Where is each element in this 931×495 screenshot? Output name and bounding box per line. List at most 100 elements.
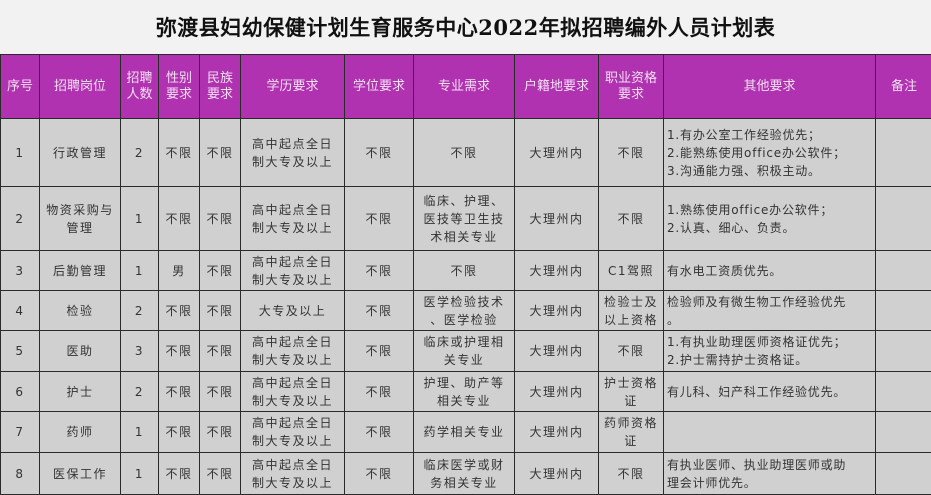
cell-education: 高中起点全日 制大专及以上: [241, 187, 345, 251]
cell-qualification: 不限: [599, 119, 664, 187]
cell-residence: 大理州内: [515, 412, 599, 453]
cell-degree: 不限: [345, 187, 414, 251]
cell-major: 不限: [414, 119, 515, 187]
header-remarks: 备注: [876, 55, 931, 119]
cell-remarks: [876, 412, 931, 453]
cell-qualification: C1驾照: [599, 251, 664, 291]
cell-index: 4: [1, 291, 40, 331]
cell-gender: 不限: [159, 453, 200, 495]
cell-ethnicity: 不限: [200, 372, 241, 412]
cell-count: 1: [121, 412, 159, 453]
header-education: 学历要求: [241, 55, 345, 119]
cell-ethnicity: 不限: [200, 453, 241, 495]
header-index: 序号: [1, 55, 40, 119]
header-qualification: 职业资格 要求: [599, 55, 664, 119]
header-count: 招聘 人数: [121, 55, 159, 119]
cell-major: 临床医学或财 务相关专业: [414, 453, 515, 495]
cell-gender: 不限: [159, 331, 200, 372]
cell-education: 高中起点全日 制大专及以上: [241, 119, 345, 187]
cell-ethnicity: 不限: [200, 291, 241, 331]
cell-position: 医助: [40, 331, 121, 372]
header-residence: 户籍地要求: [515, 55, 599, 119]
cell-degree: 不限: [345, 331, 414, 372]
cell-major: 药学相关专业: [414, 412, 515, 453]
cell-qualification: 不限: [599, 331, 664, 372]
cell-gender: 不限: [159, 372, 200, 412]
cell-remarks: [876, 453, 931, 495]
cell-major: 不限: [414, 251, 515, 291]
recruitment-table: 序号招聘岗位招聘 人数性别 要求民族 要求学历要求学位要求专业需求户籍地要求职业…: [0, 54, 931, 495]
cell-other: 有儿科、妇产科工作经验优先。: [664, 372, 876, 412]
cell-residence: 大理州内: [515, 453, 599, 495]
cell-major: 临床、护理、 医技等卫生技 术相关专业: [414, 187, 515, 251]
cell-position: 护士: [40, 372, 121, 412]
cell-education: 高中起点全日 制大专及以上: [241, 372, 345, 412]
cell-other: 有执业医师、执业助理医师或助 理会计师优先。: [664, 453, 876, 495]
cell-residence: 大理州内: [515, 291, 599, 331]
cell-degree: 不限: [345, 412, 414, 453]
cell-remarks: [876, 331, 931, 372]
header-degree: 学位要求: [345, 55, 414, 119]
cell-residence: 大理州内: [515, 251, 599, 291]
cell-major: 临床或护理相 关专业: [414, 331, 515, 372]
cell-degree: 不限: [345, 119, 414, 187]
cell-ethnicity: 不限: [200, 187, 241, 251]
cell-other: 有水电工资质优先。: [664, 251, 876, 291]
cell-remarks: [876, 372, 931, 412]
cell-qualification: 不限: [599, 453, 664, 495]
header-ethnicity: 民族 要求: [200, 55, 241, 119]
cell-gender: 不限: [159, 119, 200, 187]
cell-index: 3: [1, 251, 40, 291]
cell-index: 2: [1, 187, 40, 251]
cell-education: 高中起点全日 制大专及以上: [241, 453, 345, 495]
cell-education: 大专及以上: [241, 291, 345, 331]
cell-gender: 不限: [159, 291, 200, 331]
cell-other: 1.有执业助理医师资格证优先； 2.护士需持护士资格证。: [664, 331, 876, 372]
cell-index: 7: [1, 412, 40, 453]
cell-other: [664, 412, 876, 453]
cell-remarks: [876, 119, 931, 187]
header-other: 其他要求: [664, 55, 876, 119]
cell-remarks: [876, 187, 931, 251]
cell-education: 高中起点全日 制大专及以上: [241, 251, 345, 291]
cell-position: 物资采购与 管理: [40, 187, 121, 251]
cell-residence: 大理州内: [515, 372, 599, 412]
page-title: 弥渡县妇幼保健计划生育服务中心2022年拟招聘编外人员计划表: [0, 0, 931, 54]
cell-residence: 大理州内: [515, 187, 599, 251]
header-major: 专业需求: [414, 55, 515, 119]
cell-count: 1: [121, 187, 159, 251]
cell-count: 1: [121, 453, 159, 495]
cell-degree: 不限: [345, 291, 414, 331]
cell-count: 3: [121, 331, 159, 372]
cell-gender: 不限: [159, 412, 200, 453]
cell-major: 医学检验技术 、医学检验: [414, 291, 515, 331]
header-gender: 性别 要求: [159, 55, 200, 119]
cell-count: 2: [121, 372, 159, 412]
cell-gender: 男: [159, 251, 200, 291]
cell-residence: 大理州内: [515, 331, 599, 372]
cell-ethnicity: 不限: [200, 119, 241, 187]
cell-ethnicity: 不限: [200, 412, 241, 453]
cell-position: 医保工作: [40, 453, 121, 495]
cell-qualification: 药师资格 证: [599, 412, 664, 453]
cell-count: 2: [121, 291, 159, 331]
header-position: 招聘岗位: [40, 55, 121, 119]
cell-qualification: 护士资格 证: [599, 372, 664, 412]
cell-ethnicity: 不限: [200, 331, 241, 372]
cell-index: 5: [1, 331, 40, 372]
cell-education: 高中起点全日 制大专及以上: [241, 412, 345, 453]
cell-other: 检验师及有微生物工作经验优先 。: [664, 291, 876, 331]
cell-remarks: [876, 251, 931, 291]
cell-qualification: 检验士及 以上资格: [599, 291, 664, 331]
header-row: 序号招聘岗位招聘 人数性别 要求民族 要求学历要求学位要求专业需求户籍地要求职业…: [1, 55, 931, 119]
cell-other: 1.有办公室工作经验优先； 2.能熟练使用office办公软件； 3.沟通能力强…: [664, 119, 876, 187]
cell-position: 检验: [40, 291, 121, 331]
